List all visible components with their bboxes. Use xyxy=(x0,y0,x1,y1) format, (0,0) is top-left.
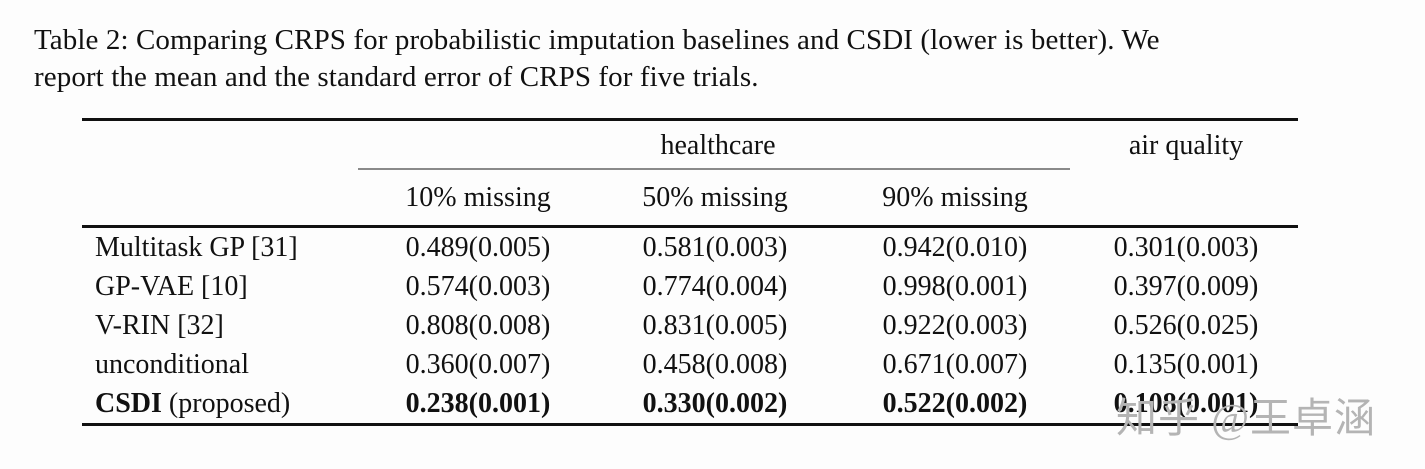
value-cell: 0.301(0.003) xyxy=(1113,231,1259,263)
row-label-method: CSDI xyxy=(95,387,162,419)
row-label: Multitask GP [31] xyxy=(95,231,298,263)
zhihu-watermark: 知乎 @王卓涵 xyxy=(1116,395,1377,441)
table-row: Multitask GP [31] 0.489(0.005) 0.581(0.0… xyxy=(82,228,1298,267)
value-cell: 0.671(0.007) xyxy=(882,348,1028,380)
value-cell: 0.581(0.003) xyxy=(642,231,788,263)
value-cell: 0.330(0.002) xyxy=(642,387,788,419)
value-cell: 0.942(0.010) xyxy=(882,231,1028,263)
value-cell: 0.489(0.005) xyxy=(405,231,551,263)
row-label: unconditional xyxy=(95,348,249,380)
sub-header-90-missing: 90% missing xyxy=(882,181,1028,213)
value-cell: 0.831(0.005) xyxy=(642,309,788,341)
row-label-suffix: (proposed) xyxy=(161,387,291,419)
table-mid-rule xyxy=(82,225,1298,228)
value-cell: 0.998(0.001) xyxy=(882,270,1028,302)
table-caption: Table 2: Comparing CRPS for probabilisti… xyxy=(34,22,1374,96)
value-cell: 0.360(0.007) xyxy=(405,348,551,380)
value-cell: 0.238(0.001) xyxy=(405,387,551,419)
value-cell: 0.458(0.008) xyxy=(642,348,788,380)
value-cell: 0.574(0.003) xyxy=(405,270,551,302)
healthcare-cmidrule xyxy=(358,168,1070,170)
value-cell: 0.922(0.003) xyxy=(882,309,1028,341)
table-top-rule xyxy=(82,118,1298,121)
table-bottom-rule xyxy=(82,423,1298,426)
row-label: CSDI (proposed) xyxy=(82,388,362,420)
value-cell: 0.108(0.001) xyxy=(1113,387,1259,419)
row-label: V-RIN [32] xyxy=(95,309,224,341)
value-cell: 0.774(0.004) xyxy=(642,270,788,302)
caption-line-1: Table 2: Comparing CRPS for probabilisti… xyxy=(34,24,1160,56)
value-cell: 0.808(0.008) xyxy=(405,309,551,341)
caption-line-2: report the mean and the standard error o… xyxy=(34,61,759,93)
sub-header-row: 10% missing 50% missing 90% missing xyxy=(82,170,1298,225)
value-cell: 0.135(0.001) xyxy=(1113,348,1259,380)
group-header-row: healthcare air quality xyxy=(82,121,1298,170)
table-row-csdi: CSDI (proposed) 0.238(0.001) 0.330(0.002… xyxy=(82,384,1298,423)
group-header-healthcare: healthcare xyxy=(660,129,776,161)
table-row: unconditional 0.360(0.007) 0.458(0.008) … xyxy=(82,345,1298,384)
group-header-air-quality: air quality xyxy=(1128,129,1244,161)
sub-header-50-missing: 50% missing xyxy=(642,181,788,213)
value-cell: 0.522(0.002) xyxy=(882,387,1028,419)
results-table: healthcare air quality 10% missing 50% m… xyxy=(82,118,1298,426)
sub-header-10-missing: 10% missing xyxy=(405,181,551,213)
value-cell: 0.397(0.009) xyxy=(1113,270,1259,302)
value-cell: 0.526(0.025) xyxy=(1113,309,1259,341)
row-label: GP-VAE [10] xyxy=(95,270,248,302)
table-row: V-RIN [32] 0.808(0.008) 0.831(0.005) 0.9… xyxy=(82,306,1298,345)
table-row: GP-VAE [10] 0.574(0.003) 0.774(0.004) 0.… xyxy=(82,267,1298,306)
